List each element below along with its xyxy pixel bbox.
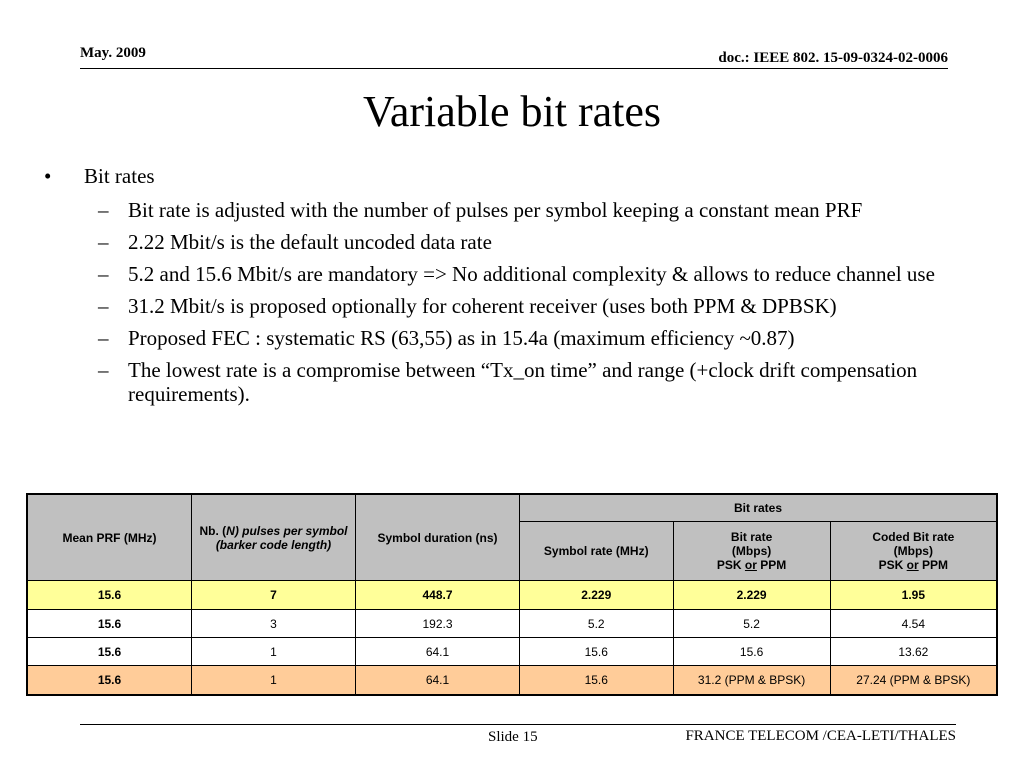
sub-marker: – [98,198,109,222]
header-bit-rate: Bit rate (Mbps) PSK or PPM [672,521,831,581]
sub-bullet-text: The lowest rate is a compromise between … [128,358,918,406]
cell-symbol-rate: 2.229 [519,580,674,610]
header-psk: PSK [716,558,742,572]
header-bit-rates-group: Bit rates [519,493,998,522]
cell-coded-bit-rate: 13.62 [829,637,998,666]
header-or: or [744,558,757,572]
header-ppm: PPM [760,558,787,572]
cell-coded-bit-rate: 1.95 [829,580,998,610]
header-coded-unit: (Mbps) [893,544,933,558]
sub-bullet-text: 5.2 and 15.6 Mbit/s are mandatory => No … [128,262,935,286]
sub-bullet: – Proposed FEC : systematic RS (63,55) as… [44,326,984,350]
cell-coded-bit-rate: 27.24 (PPM & BPSK) [829,665,998,696]
header-bit-rate-label: Bit rate [730,530,773,544]
footer-divider [80,724,956,725]
table-row: 15.6 1 64.1 15.6 31.2 (PPM & BPSK) 27.24… [26,665,998,696]
header-coded-bit-rate: Coded Bit rate (Mbps) PSK or PPM [829,521,998,581]
table-subheader-row: Symbol rate (MHz) Bit rate (Mbps) PSK or… [27,521,998,581]
header-pulses-per-symbol: Nb. (N) pulses per symbol (barker code l… [191,493,356,581]
sub-bullet-text: Proposed FEC : systematic RS (63,55) as … [128,326,795,350]
header-or: or [906,558,919,572]
bullet-text: Bit rates [84,164,155,188]
sub-bullet: – The lowest rate is a compromise between… [44,358,984,406]
header-nb-n: N [226,523,235,538]
header-barker: (barker code length) [215,537,332,552]
sub-bullet-text: Bit rate is adjusted with the number of … [128,198,863,222]
sub-bullet: –2.22 Mbit/s is the default uncoded data… [44,230,984,254]
sub-bullet-text: 31.2 Mbit/s is proposed optionally for c… [128,294,837,318]
cell-symbol-rate: 15.6 [519,637,674,666]
cell-pulses: 3 [191,609,356,638]
cell-symbol-rate: 5.2 [519,609,674,638]
header-psk: PSK [878,558,904,572]
slide-title: Variable bit rates [362,87,662,136]
header-nb-prefix: Nb. ( [199,523,227,538]
sub-bullet: –5.2 and 15.6 Mbit/s are mandatory => No… [44,262,984,286]
header-bit-rate-unit: (Mbps) [731,544,772,558]
cell-bit-rate: 15.6 [672,637,831,666]
header-mean-prf: Mean PRF (MHz) [26,493,192,581]
sub-marker: – [98,294,109,318]
cell-bit-rate: 31.2 (PPM & BPSK) [672,665,831,696]
bullet-item: • Bit rates [44,164,984,188]
table-row: 15.6 7 448.7 2.229 2.229 1.95 [26,580,998,610]
cell-pulses: 7 [191,580,356,610]
cell-symbol-duration: 448.7 [355,580,520,610]
cell-prf: 15.6 [26,609,192,638]
sub-bullet-text: 2.22 Mbit/s is the default uncoded data … [128,230,492,254]
sub-marker: – [98,358,109,382]
header-symbol-duration: Symbol duration (ns) [355,493,520,581]
cell-symbol-duration: 192.3 [355,609,520,638]
bullet-marker: • [44,164,52,188]
slide-body: • Bit rates – Bit rate is adjusted with t… [44,164,984,414]
header-nb-suffix: ) pulses per symbol [234,523,348,538]
bit-rates-table: Mean PRF (MHz) Nb. (N) pulses per symbol… [26,493,998,696]
cell-pulses: 1 [191,637,356,666]
table-header-row: Mean PRF (MHz) Nb. (N) pulses per symbol… [26,493,998,581]
cell-symbol-duration: 64.1 [355,665,520,696]
cell-symbol-duration: 64.1 [355,637,520,666]
sub-marker: – [98,326,109,350]
cell-prf: 15.6 [26,580,192,610]
table-row: 15.6 1 64.1 15.6 15.6 13.62 [26,637,998,666]
cell-symbol-rate: 15.6 [519,665,674,696]
header-divider [80,68,948,69]
cell-pulses: 1 [191,665,356,696]
header-date: May. 2009 [80,45,146,61]
cell-prf: 15.6 [26,637,192,666]
footer-organizations: FRANCE TELECOM /CEA-LETI/THALES [685,728,956,744]
cell-bit-rate: 5.2 [672,609,831,638]
header-coded-label: Coded Bit rate [872,530,955,544]
sub-bullet: – Bit rate is adjusted with the number of… [44,198,984,222]
header-doc-id: doc.: IEEE 802. 15-09-0324-02-0006 [718,50,948,66]
cell-coded-bit-rate: 4.54 [829,609,998,638]
header-symbol-rate: Symbol rate (MHz) [519,521,674,581]
sub-marker: – [98,262,109,286]
slide-number: Slide 15 [488,729,538,745]
table-row: 15.6 3 192.3 5.2 5.2 4.54 [26,609,998,638]
sub-marker: – [98,230,109,254]
cell-prf: 15.6 [26,665,192,696]
header-ppm: PPM [922,558,949,572]
sub-bullet: –31.2 Mbit/s is proposed optionally for … [44,294,984,318]
cell-bit-rate: 2.229 [672,580,831,610]
